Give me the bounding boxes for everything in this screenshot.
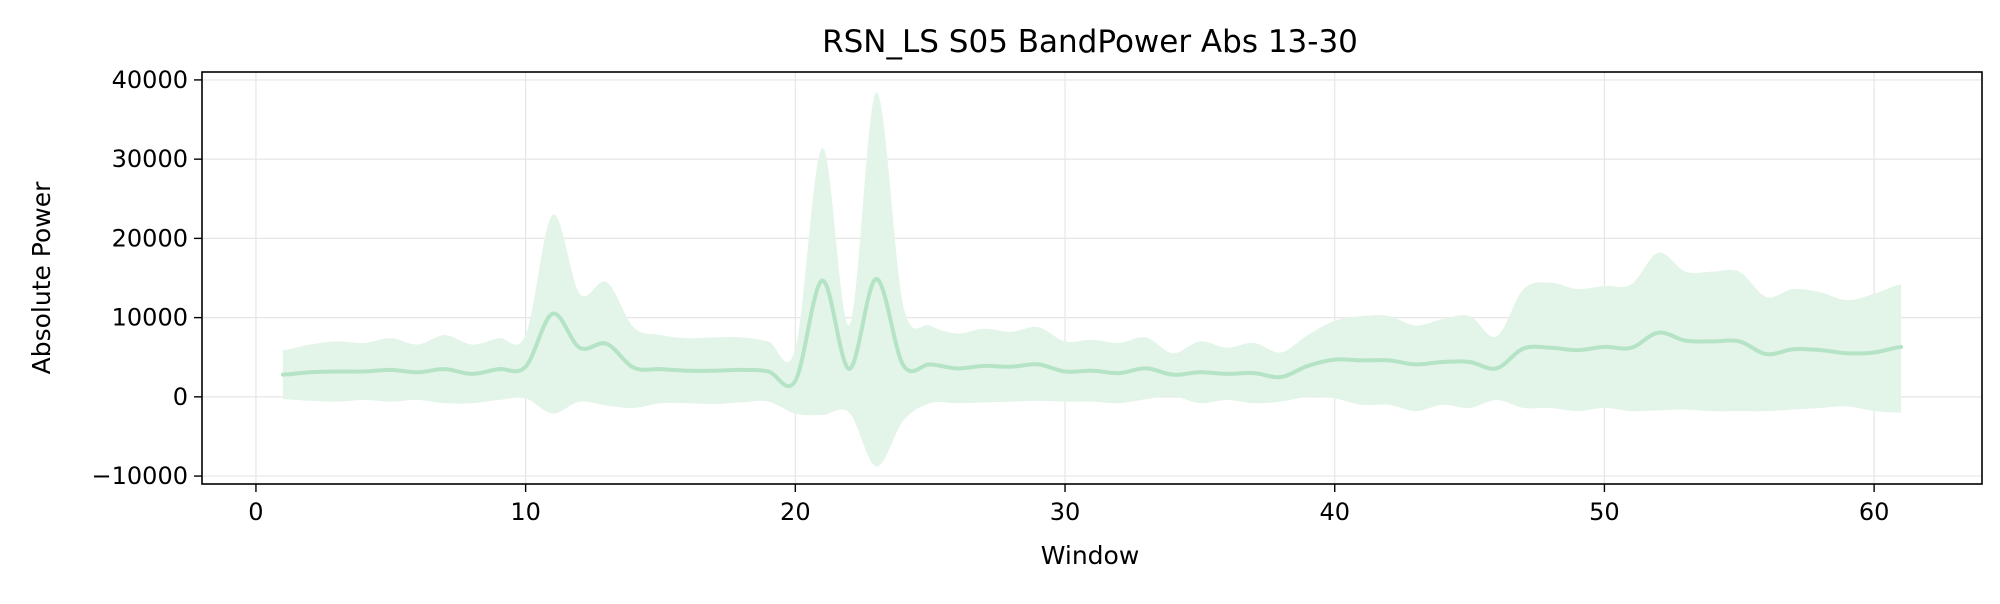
x-axis-label: Window xyxy=(1041,541,1140,570)
x-tick-label: 30 xyxy=(1050,498,1081,526)
y-tick-label: 40000 xyxy=(112,66,188,94)
x-tick-label: 10 xyxy=(510,498,541,526)
y-axis-ticks: −10000 0 10000 20000 30000 40000 xyxy=(92,66,202,490)
x-tick-label: 40 xyxy=(1319,498,1350,526)
y-tick-label: 0 xyxy=(173,383,188,411)
x-tick-label: 50 xyxy=(1589,498,1620,526)
x-tick-label: 0 xyxy=(248,498,263,526)
std-band-area xyxy=(282,91,1902,467)
y-tick-label: 30000 xyxy=(112,145,188,173)
mean-power-line xyxy=(280,276,1904,389)
x-axis-ticks: 0 10 20 30 40 50 60 xyxy=(248,484,1889,526)
x-tick-label: 60 xyxy=(1859,498,1890,526)
y-axis-label: Absolute Power xyxy=(27,181,56,375)
y-tick-label: −10000 xyxy=(92,462,188,490)
x-tick-label: 20 xyxy=(780,498,811,526)
plot-frame xyxy=(201,71,1983,485)
y-tick-label: 20000 xyxy=(112,224,188,252)
y-tick-label: 10000 xyxy=(112,304,188,332)
chart-title: RSN_LS S05 BandPower Abs 13-30 xyxy=(822,24,1358,60)
